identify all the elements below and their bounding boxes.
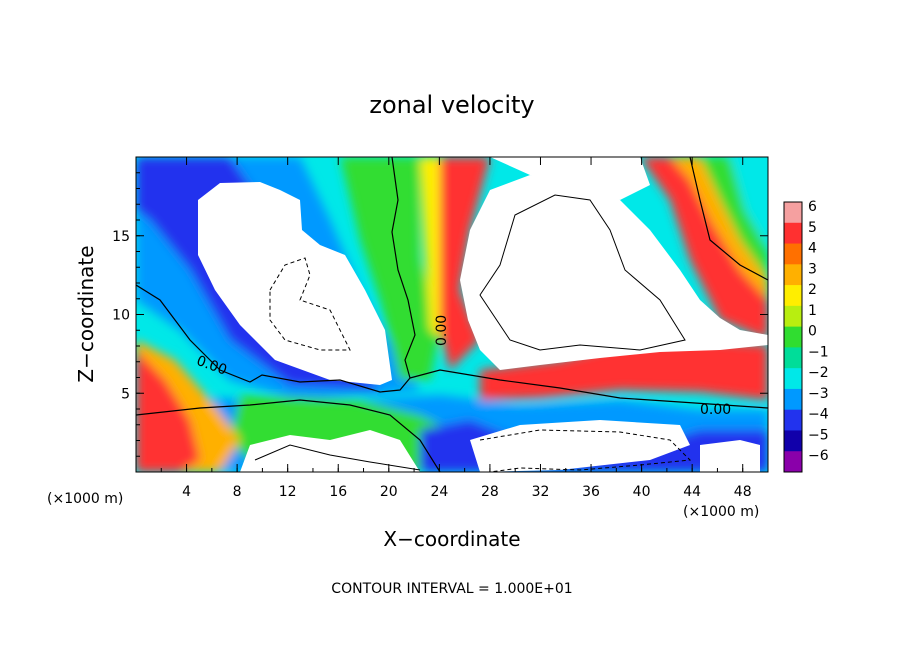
x-tick-label: 48	[734, 484, 752, 500]
colorbar-label: −6	[808, 448, 829, 464]
colorbar-label: 0	[808, 324, 817, 340]
colorbar-frame	[783, 201, 803, 473]
x-unit-label-right: (×1000 m)	[683, 504, 759, 520]
colorbar-label: 3	[808, 261, 817, 277]
y-axis: 5 10 15	[112, 156, 768, 473]
x-axis: 4 8 12 16 20 24 28 32 36 40 44 48	[135, 157, 769, 500]
colorbar-label: 5	[808, 220, 817, 236]
y-tick-label: 10	[112, 308, 130, 324]
colorbar: 6 5 4 3 2 1 0 −1 −2 −3 −4 −5 −6	[783, 199, 829, 473]
colorbar-label: 2	[808, 282, 817, 298]
colorbar-swatch	[784, 222, 802, 245]
colorbar-label: −3	[808, 386, 829, 402]
x-tick-label: 8	[233, 484, 242, 500]
colorbar-label: −4	[808, 407, 829, 423]
colorbar-label: −2	[808, 365, 829, 381]
x-tick-label: 20	[380, 484, 398, 500]
contour-label: 0.00	[434, 315, 450, 346]
y-tick-label: 5	[121, 386, 130, 402]
colorbar-swatch	[784, 285, 802, 307]
colorbar-label: 6	[808, 199, 817, 215]
colorbar-swatch	[784, 326, 802, 348]
colorbar-label: 1	[808, 303, 817, 319]
colorbar-swatch	[784, 388, 802, 411]
colorbar-swatch	[784, 451, 802, 473]
contour-label: 0.00	[700, 402, 731, 418]
colorbar-swatch	[784, 409, 802, 431]
x-tick-label: 16	[329, 484, 347, 500]
y-tick-label: 15	[112, 229, 130, 245]
x-tick-label: 32	[532, 484, 550, 500]
x-unit-label-left: (×1000 m)	[47, 491, 123, 507]
colorbar-swatch	[784, 347, 802, 369]
x-tick-label: 40	[633, 484, 651, 500]
x-tick-label: 44	[683, 484, 701, 500]
colorbar-swatch	[784, 243, 802, 265]
colorbar-label: −1	[808, 344, 829, 360]
colorbar-swatch	[784, 202, 802, 224]
chart-title: zonal velocity	[369, 91, 534, 119]
colorbar-swatch	[784, 368, 802, 390]
y-axis-title: Z−coordinate	[74, 245, 98, 382]
colorbar-swatch	[784, 430, 802, 452]
colorbar-label: 4	[808, 241, 817, 257]
x-axis-title: X−coordinate	[383, 527, 520, 551]
x-tick-label: 12	[279, 484, 297, 500]
x-tick-label: 24	[430, 484, 448, 500]
contour-interval-note: CONTOUR INTERVAL = 1.000E+01	[331, 581, 572, 597]
x-tick-label: 36	[582, 484, 600, 500]
colorbar-swatch	[784, 264, 802, 286]
heatmap-field	[136, 157, 768, 472]
x-tick-label: 4	[182, 484, 191, 500]
colorbar-label: −5	[808, 427, 829, 443]
x-tick-label: 28	[481, 484, 499, 500]
colorbar-swatch	[784, 305, 802, 328]
